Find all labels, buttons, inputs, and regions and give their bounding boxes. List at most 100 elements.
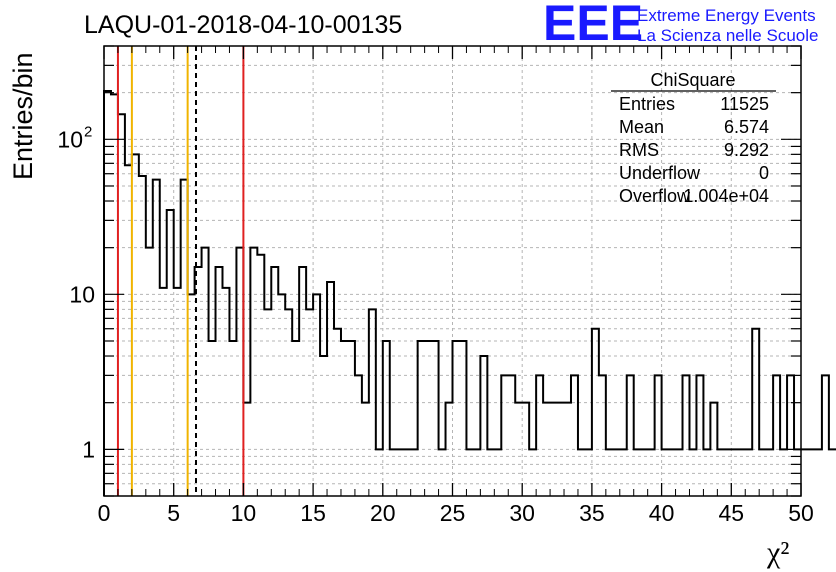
logo-line-2: La Scienza nelle Scuole	[637, 26, 818, 45]
stats-label: RMS	[619, 140, 659, 160]
histogram-bin	[473, 449, 480, 496]
histogram-bin	[515, 403, 522, 496]
histogram-bin	[487, 449, 494, 496]
histogram-bin	[536, 375, 543, 496]
histogram-bin	[599, 375, 606, 496]
histogram-bin	[299, 267, 306, 496]
histogram-bin	[390, 449, 397, 496]
histogram-bin	[494, 449, 501, 496]
histogram-bin	[780, 449, 787, 496]
threshold-lines	[116, 46, 245, 496]
histogram-bin	[550, 403, 557, 496]
histogram-bin	[655, 375, 662, 496]
histogram-bin	[292, 341, 299, 496]
histogram-bin	[411, 449, 418, 496]
histogram-bin	[459, 341, 466, 496]
histogram-bin	[522, 403, 529, 496]
histogram-bin	[703, 449, 710, 496]
x-tick-label: 0	[98, 500, 111, 526]
histogram-bin	[376, 449, 383, 496]
histogram-bin	[160, 288, 167, 496]
stats-box: ChiSquare Entries 11525 Mean 6.574 RMS 9.292 U…	[611, 70, 776, 206]
histogram-bin	[641, 449, 648, 496]
histogram-bin	[585, 449, 592, 496]
histogram-bars	[103, 89, 836, 496]
logo-letters: EEE	[543, 0, 643, 51]
histogram-bin	[146, 248, 153, 496]
histogram-bin	[348, 341, 355, 496]
y-tick-label-exponent: 2	[84, 123, 92, 140]
histogram-bin	[801, 449, 808, 496]
histogram-bin	[278, 294, 285, 496]
histogram-bin	[383, 341, 390, 496]
x-axis-label: χ²	[766, 536, 789, 569]
histogram-bin	[710, 403, 717, 496]
histogram-bin	[271, 267, 278, 496]
histogram-bin	[229, 341, 236, 496]
histogram-bin	[669, 449, 676, 496]
histogram-bin	[543, 403, 550, 496]
histogram-bin	[397, 449, 404, 496]
histogram-bin	[634, 449, 641, 496]
histogram-bin	[167, 210, 174, 496]
x-tick-label: 5	[167, 500, 180, 526]
histogram-bin	[362, 403, 369, 496]
stats-value: 11525	[720, 94, 769, 114]
histogram-bin	[717, 449, 724, 496]
histogram-bin	[118, 114, 125, 496]
stats-value: 0	[759, 163, 769, 183]
histogram-bin	[627, 375, 634, 496]
histogram-bin	[418, 341, 425, 496]
histogram-bin	[696, 375, 703, 496]
stats-label: Overflow	[619, 186, 691, 206]
histogram-bin	[320, 356, 327, 496]
histogram-bin	[648, 449, 655, 496]
logo-line-1: Extreme Energy Events	[637, 6, 816, 25]
histogram-bin	[104, 91, 111, 496]
histogram-bin	[181, 180, 188, 496]
stats-value: 6.574	[724, 117, 769, 137]
histogram-bin	[174, 288, 181, 496]
x-tick-label: 35	[579, 500, 605, 526]
x-tick-label: 20	[370, 500, 396, 526]
histogram-bin	[139, 176, 146, 496]
histogram-bin	[745, 449, 752, 496]
x-tick-label: 15	[300, 500, 326, 526]
stats-label: Entries	[619, 94, 675, 114]
histogram-bin	[453, 341, 460, 496]
histogram-bin	[822, 375, 829, 496]
histogram-bin	[578, 449, 585, 496]
histogram-bin	[787, 375, 794, 496]
histogram-bin	[369, 309, 376, 496]
eee-logo: EEE Extreme Energy Events La Scienza nel…	[543, 0, 818, 51]
chart-title: LAQU-01-2018-04-10-00135	[84, 11, 402, 39]
histogram-bin	[257, 255, 264, 496]
histogram-bin	[508, 375, 515, 496]
histogram-bin	[209, 341, 216, 496]
histogram-bin	[250, 248, 257, 496]
histogram-bin	[153, 180, 160, 496]
histogram-bin	[529, 449, 536, 496]
histogram-bin	[480, 356, 487, 496]
x-tick-label: 50	[788, 500, 814, 526]
histogram-bin	[676, 449, 683, 496]
histogram-bin	[236, 248, 243, 496]
histogram-bin	[766, 449, 773, 496]
histogram-bin	[132, 154, 139, 496]
histogram-outline	[103, 89, 836, 496]
histogram-bin	[439, 449, 446, 496]
y-axis-label: Entries/bin	[8, 52, 38, 180]
x-tick-label: 40	[649, 500, 675, 526]
histogram-bin	[501, 375, 508, 496]
stats-label: Underflow	[619, 163, 701, 183]
x-tick-label: 30	[509, 500, 535, 526]
histogram-bin	[202, 248, 209, 496]
histogram-bin	[188, 294, 195, 496]
histogram-bin	[216, 267, 223, 496]
y-tick-label: 10	[57, 126, 83, 152]
histogram-bin	[829, 449, 836, 496]
stats-title: ChiSquare	[650, 70, 735, 90]
histogram-bin	[815, 449, 822, 496]
